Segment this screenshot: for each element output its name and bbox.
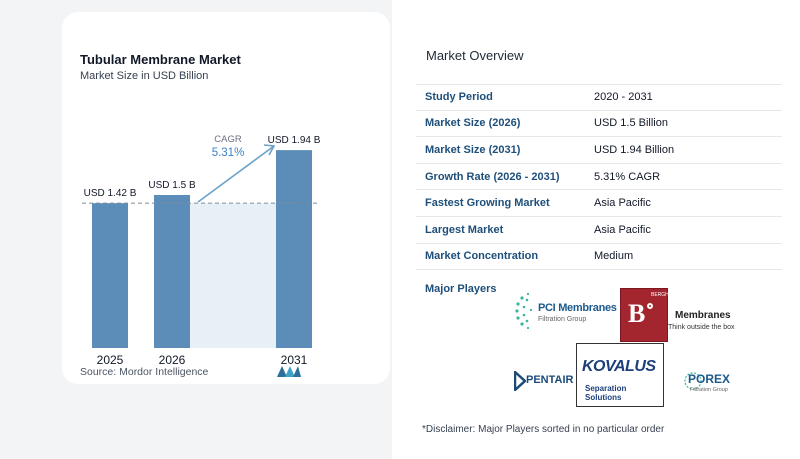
chart-subtitle: Market Size in USD Billion [80,70,209,82]
overview-row-label: Growth Rate (2026 - 2031) [425,170,560,183]
chart-title: Tubular Membrane Market [80,52,241,67]
porex-name: POREX [688,372,731,386]
overview-row-value: 2020 - 2031 [594,91,653,104]
overview-row-label: Market Size (2031) [425,143,521,156]
cagr-arrow-head-icon [263,144,276,156]
overview-title: Market Overview [426,48,524,63]
overview-row-label: Market Concentration [425,250,539,263]
growth-shade [190,203,276,348]
mordor-logo-icon [277,366,301,377]
major-players-label: Major Players [425,283,497,295]
overview-row-value: 5.31% CAGR [594,170,661,183]
pentair-name: PENTAIR [526,374,574,386]
cagr-arrow-line [197,145,275,203]
overview-row: Largest Market Asia Pacific [416,217,782,244]
kovalus-name: KOVALUS [582,358,656,375]
bar [92,203,128,348]
pci-membranes-logo: PCI Membranes Filtration Group [512,288,620,336]
porex-tag: Filtration Group [690,387,728,393]
overview-row: Fastest Growing Market Asia Pacific [416,190,782,217]
overview-row-value: Asia Pacific [594,223,651,236]
overview-row: Market Concentration Medium [416,244,782,271]
overview-row-value: Asia Pacific [594,197,651,210]
berghof-mark: B BERGHOF [620,288,676,342]
overview-row: Market Size (2026) USD 1.5 Billion [416,111,782,138]
pci-swirl-icon [515,292,533,330]
kovalus-tag: Separation Solutions [585,384,627,402]
overview-row-label: Fastest Growing Market [425,197,550,210]
overview-row-label: Study Period [425,91,493,104]
berghof-degree-icon [647,303,653,309]
pci-tag: Filtration Group [538,316,587,323]
bar [276,150,312,348]
market-overview-panel: Market Overview Study Period 2020 - 2031 M… [392,0,800,459]
overview-row-label: Market Size (2026) [425,117,521,130]
berghof-logo: B BERGHOF Membranes Think outside the bo… [620,288,735,344]
cagr-label: CAGR [214,134,242,145]
bar-chart: USD 1.42 B USD 1.5 B USD 1.94 B 2025 2026 203… [82,134,321,367]
bar-value-label: USD 1.5 B [148,180,196,191]
disclaimer: *Disclaimer: Major Players sorted in no … [422,424,665,435]
cagr-value: 5.31% [212,147,245,159]
chart-card: Tubular Membrane Market Market Size in U… [62,12,390,384]
pentair-logo: PENTAIR [512,358,574,398]
source-text: Source: Mordor Intelligence [80,366,209,378]
berghof-tag: Think outside the box [668,324,735,331]
overview-row-value: USD 1.5 Billion [594,117,668,130]
overview-table: Study Period 2020 - 2031 Market Size (2026… [416,84,782,271]
overview-row: Growth Rate (2026 - 2031) 5.31% CAGR [416,164,782,191]
overview-row-value: Medium [594,250,634,263]
overview-row: Market Size (2031) USD 1.94 Billion [416,137,782,164]
porex-logo: POREX Filtration Group [668,358,738,402]
overview-row-value: USD 1.94 Billion [594,143,675,156]
bar-value-label: USD 1.42 B [84,188,137,199]
category-label: 2026 [159,353,186,367]
berghof-brand: Membranes [675,310,731,321]
category-label: 2025 [97,353,124,367]
kovalus-logo: KOVALUS Separation Solutions [576,343,664,407]
overview-row-label: Largest Market [425,223,504,236]
pci-name: PCI Membranes [538,302,617,314]
pentair-mark-icon [514,371,526,391]
overview-row: Study Period 2020 - 2031 [416,84,782,111]
berghof-name: BERGHOF [651,292,676,298]
bar-value-label: USD 1.94 B [268,135,321,146]
bar [154,195,190,348]
category-label: 2031 [281,353,308,367]
berghof-b: B [628,299,646,328]
porex-ring-icon [684,372,702,390]
